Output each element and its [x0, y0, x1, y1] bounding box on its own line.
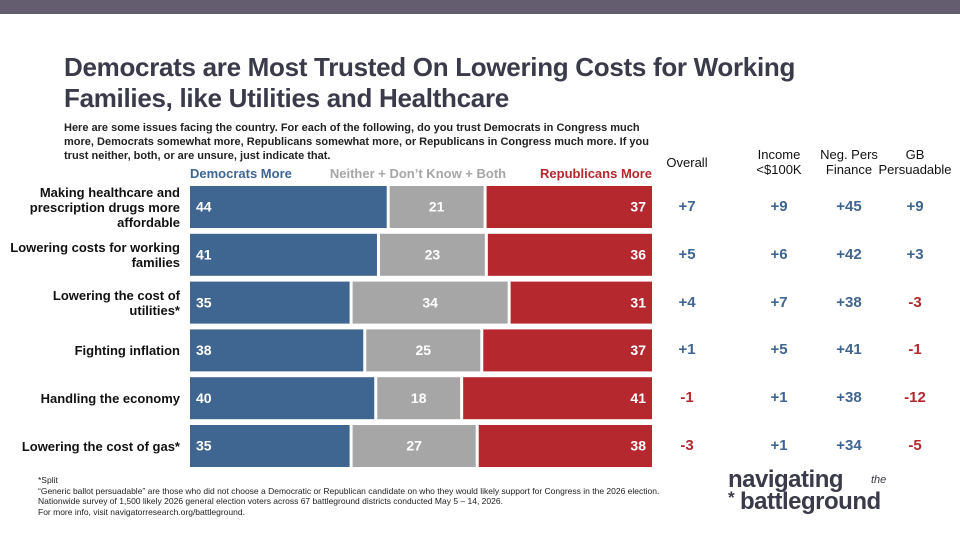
value-label: 38 — [196, 342, 212, 358]
value-label: 34 — [422, 294, 438, 310]
table-value: +9 — [770, 198, 788, 215]
column-header: Overall — [642, 155, 732, 170]
table-value: -12 — [904, 389, 926, 407]
table-value: +41 — [836, 341, 862, 359]
top-bar — [0, 0, 960, 14]
footnote: For more info, visit navigatorresearch.o… — [38, 506, 245, 517]
column-header: Neg. Pers Finance — [804, 147, 894, 177]
value-label: 40 — [196, 390, 212, 406]
footnote: Nationwide survey of 1,500 likely 2026 g… — [38, 496, 503, 506]
legend-label: Neither + Don’t Know + Both — [329, 166, 507, 181]
value-label: 41 — [630, 390, 646, 406]
subtitle: Here are some issues facing the country.… — [64, 122, 649, 162]
bar-segment — [379, 233, 485, 276]
bar-segment — [366, 329, 481, 372]
table-value: +1 — [770, 437, 788, 454]
footnotes: *Split “Generic ballot persuadable” are t… — [38, 475, 698, 517]
bar-segment — [478, 425, 652, 467]
table-value: +4 — [678, 293, 696, 311]
table-value: +42 — [836, 245, 862, 263]
bar-segment — [190, 425, 350, 467]
bar-segment — [510, 281, 652, 324]
bar-segment — [463, 377, 652, 420]
bar-segment — [190, 186, 387, 228]
logo: navigating the * battleground — [728, 466, 948, 518]
bar-segment — [190, 281, 350, 324]
table-value: -3 — [680, 437, 694, 454]
logo-text: the — [871, 474, 887, 486]
value-label: 31 — [630, 294, 646, 310]
column-header-line: GB — [905, 147, 925, 162]
table-value: +9 — [906, 198, 924, 215]
bar-segment — [190, 377, 375, 420]
logo-text: battleground — [740, 488, 881, 515]
column-header-line: <$100K — [756, 162, 802, 177]
bar-segment — [352, 281, 508, 324]
legend-label: Republicans More — [540, 166, 652, 181]
table-value: +6 — [770, 245, 788, 263]
title: Democrats are Most Trusted On Lowering C… — [64, 52, 796, 113]
category-label: Lowering costs for working families — [10, 239, 180, 270]
value-label: 18 — [411, 390, 427, 406]
table-value: +1 — [770, 389, 788, 407]
bar-segment — [190, 233, 377, 276]
category-label: Lowering the cost of gas* — [21, 438, 180, 454]
value-label: 27 — [406, 438, 422, 454]
table-value: +38 — [836, 293, 862, 311]
table-value: -3 — [908, 293, 922, 311]
table-value: +45 — [836, 198, 862, 215]
category-label: Fighting inflation — [74, 342, 180, 358]
category-label: Handling the economy — [40, 390, 180, 406]
value-label: 41 — [196, 247, 212, 263]
bar-segment — [483, 329, 652, 372]
category-label: Making healthcare and prescription drugs… — [29, 184, 180, 230]
value-label: 23 — [425, 247, 441, 263]
bar-segment — [487, 233, 652, 276]
column-header-line: Neg. Pers — [820, 147, 878, 162]
column-header: GB Persuadable — [870, 147, 960, 177]
table-value: +34 — [836, 437, 862, 454]
category-label: Lowering the cost of utilities* — [52, 287, 180, 318]
bar-segment — [486, 186, 652, 228]
bar-segment — [377, 377, 461, 420]
value-label: 35 — [196, 294, 212, 310]
table-value: +3 — [906, 245, 924, 263]
table-value: +7 — [770, 293, 788, 311]
table-value: +1 — [678, 341, 696, 359]
value-label: 37 — [630, 199, 646, 215]
column-header-line: Finance — [825, 162, 873, 177]
table-value: +5 — [678, 245, 696, 263]
logo-asterisk: * — [728, 488, 735, 507]
logo-text: navigating — [728, 466, 844, 493]
table-value: -5 — [908, 437, 922, 454]
column-header-line: Income — [757, 147, 801, 162]
value-label: 36 — [630, 247, 646, 263]
table-value: -1 — [908, 341, 922, 359]
table-value: +5 — [770, 341, 788, 359]
table-value: +38 — [836, 389, 862, 407]
bar-segment — [352, 425, 476, 467]
table-value: +7 — [678, 198, 696, 215]
column-header-line: Persuadable — [878, 162, 952, 177]
footnote: “Generic ballot persuadable” are those w… — [38, 485, 660, 496]
column-header-line: Overall — [666, 155, 708, 170]
table-value: -1 — [680, 389, 694, 407]
column-header: Income <$100K — [734, 147, 824, 177]
value-label: 35 — [196, 438, 212, 454]
bar-segment — [190, 329, 364, 372]
value-label: 38 — [630, 438, 646, 454]
footnote: *Split — [38, 475, 58, 485]
bar-segment — [389, 186, 484, 228]
value-label: 37 — [630, 342, 646, 358]
value-label: 21 — [429, 199, 445, 215]
legend-label: Democrats More — [190, 166, 292, 181]
value-label: 44 — [196, 199, 212, 215]
value-label: 25 — [415, 342, 431, 358]
